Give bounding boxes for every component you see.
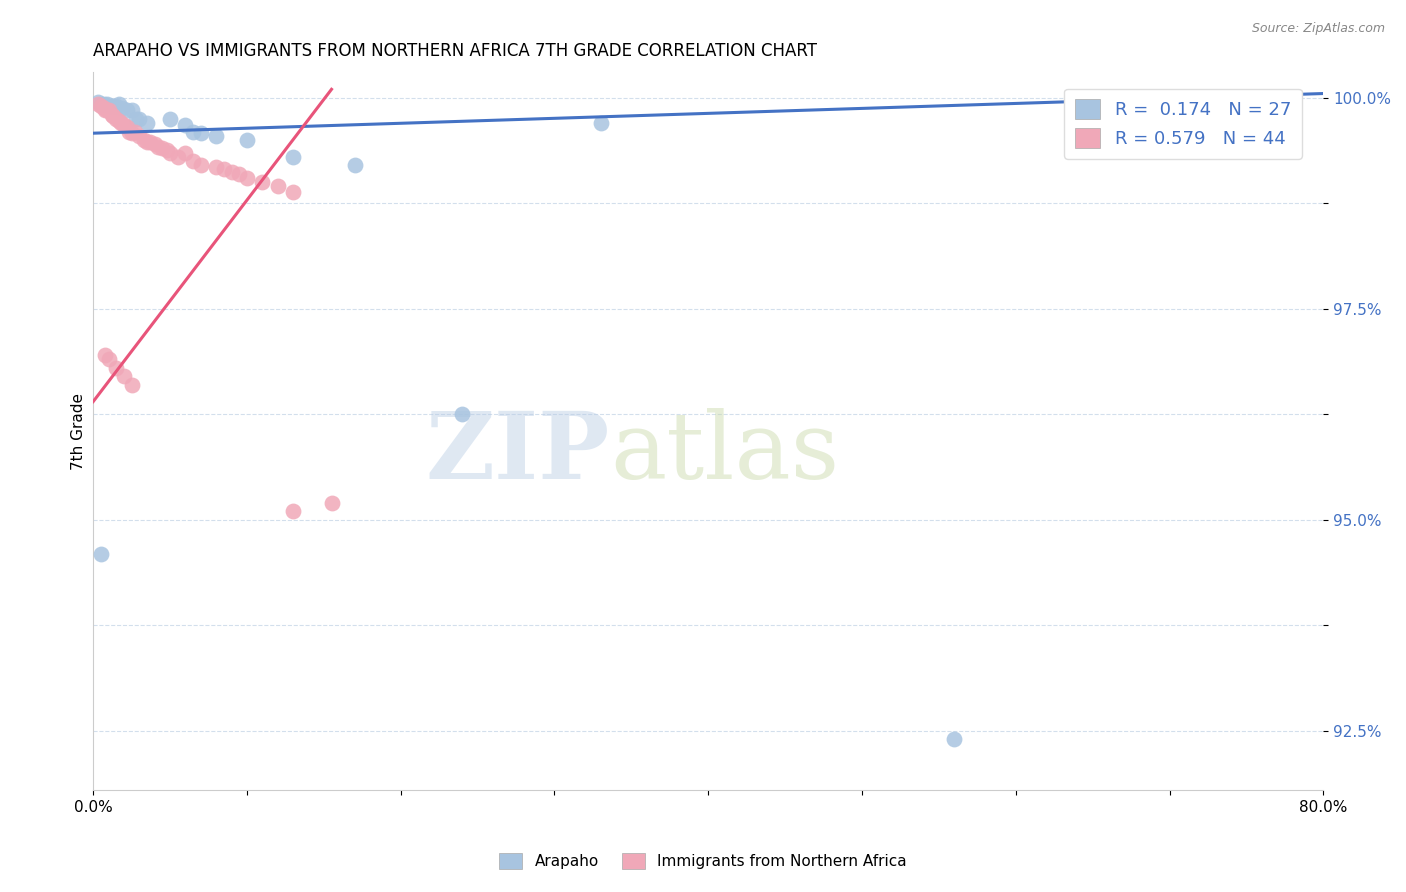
Point <box>281 150 304 164</box>
Legend: R =  0.174   N = 27, R = 0.579   N = 44: R = 0.174 N = 27, R = 0.579 N = 44 <box>1064 88 1302 159</box>
Point <box>117 124 139 138</box>
Point <box>1250 99 1272 113</box>
Point <box>128 112 150 126</box>
Point <box>94 348 117 362</box>
Point <box>236 133 259 147</box>
Point <box>87 96 110 111</box>
Point <box>190 126 212 140</box>
Point <box>139 135 162 149</box>
Legend: Arapaho, Immigrants from Northern Africa: Arapaho, Immigrants from Northern Africa <box>494 847 912 875</box>
Point <box>100 108 122 122</box>
Point <box>451 407 474 421</box>
Point <box>181 154 204 169</box>
Point <box>181 124 204 138</box>
Point <box>228 167 250 181</box>
Point <box>212 162 235 177</box>
Point <box>101 99 124 113</box>
Point <box>159 112 181 126</box>
Point <box>281 504 304 518</box>
Point <box>90 96 112 111</box>
Point <box>105 360 128 375</box>
Point <box>97 103 120 118</box>
Point <box>87 95 110 109</box>
Point <box>143 137 166 152</box>
Point <box>124 124 146 138</box>
Point <box>343 158 366 172</box>
Point <box>205 160 228 174</box>
Point <box>98 99 121 113</box>
Point <box>252 175 274 189</box>
Point <box>93 101 115 115</box>
Point <box>121 377 143 392</box>
Point <box>156 143 179 157</box>
Point <box>121 103 143 118</box>
Point <box>96 97 118 112</box>
Point <box>105 112 128 126</box>
Point <box>589 116 612 130</box>
Point <box>174 145 197 160</box>
Point <box>94 103 117 118</box>
Point <box>97 352 120 367</box>
Point <box>205 128 228 143</box>
Point <box>96 103 118 118</box>
Point <box>108 114 131 128</box>
Point <box>174 118 197 132</box>
Point <box>125 112 148 126</box>
Y-axis label: 7th Grade: 7th Grade <box>72 392 86 469</box>
Point <box>136 135 159 149</box>
Point <box>166 150 188 164</box>
Point <box>132 133 155 147</box>
Point <box>110 116 132 130</box>
Point <box>111 101 134 115</box>
Point <box>90 99 112 113</box>
Point <box>93 97 115 112</box>
Point <box>121 126 143 140</box>
Text: ZIP: ZIP <box>426 408 610 498</box>
Point <box>267 179 290 194</box>
Point <box>159 145 181 160</box>
Point <box>112 118 135 132</box>
Point <box>221 165 243 179</box>
Point <box>115 120 138 135</box>
Point <box>105 99 128 113</box>
Point <box>150 141 173 155</box>
Point <box>236 170 259 185</box>
Point <box>90 547 112 561</box>
Point <box>281 186 304 200</box>
Point <box>321 496 343 510</box>
Point <box>101 109 124 123</box>
Text: ARAPAHO VS IMMIGRANTS FROM NORTHERN AFRICA 7TH GRADE CORRELATION CHART: ARAPAHO VS IMMIGRANTS FROM NORTHERN AFRI… <box>93 42 817 60</box>
Point <box>112 369 135 384</box>
Point <box>115 103 138 118</box>
Text: Source: ZipAtlas.com: Source: ZipAtlas.com <box>1251 22 1385 36</box>
Point <box>108 97 131 112</box>
Point <box>128 128 150 143</box>
Text: atlas: atlas <box>610 408 839 498</box>
Point <box>943 732 966 747</box>
Point <box>136 116 159 130</box>
Point <box>146 139 169 153</box>
Point <box>190 158 212 172</box>
